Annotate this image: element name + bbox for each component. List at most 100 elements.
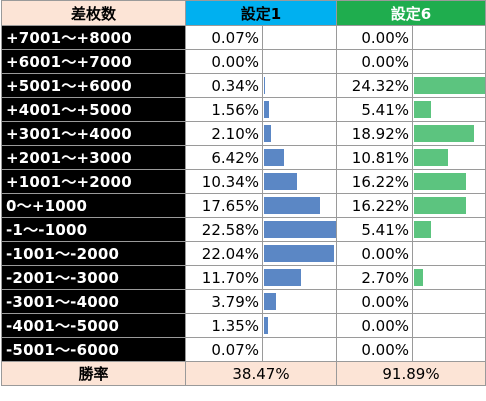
setting1-percent: 1.35% [185, 313, 263, 338]
row-range-label: +7001～+8000 [1, 25, 186, 50]
row-range-label: -1001～-2000 [1, 241, 186, 266]
setting6-percent: 2.70% [336, 265, 413, 290]
distribution-table: 差枚数 設定1 設定6 +7001～+8000 0.07% 0.00% +6001～+… [1, 0, 486, 386]
label-column-header: 差枚数 [1, 0, 186, 26]
setting1-percent: 17.65% [185, 193, 263, 218]
setting6-percent: 0.00% [336, 313, 413, 338]
setting6-bar-cell [412, 73, 486, 98]
table-row: -5001～-6000 0.07% 0.00% [1, 337, 486, 362]
row-range-label: -4001～-5000 [1, 313, 186, 338]
setting1-bar-cell [262, 337, 337, 362]
row-range-label: -2001～-3000 [1, 265, 186, 290]
setting1-bar-cell [262, 193, 337, 218]
setting6-bar-cell [412, 193, 486, 218]
setting6-percent: 0.00% [336, 241, 413, 266]
setting6-percent: 0.00% [336, 25, 413, 50]
setting6-percent: 18.92% [336, 121, 413, 146]
table-row: -3001～-4000 3.79% 0.00% [1, 289, 486, 314]
setting1-bar [264, 293, 276, 310]
table-row: -1～-1000 22.58% 5.41% [1, 217, 486, 242]
setting1-percent: 10.34% [185, 169, 263, 194]
setting6-bar [414, 149, 448, 166]
setting1-percent: 6.42% [185, 145, 263, 170]
win-rate-label: 勝率 [1, 361, 186, 386]
row-range-label: +2001～+3000 [1, 145, 186, 170]
setting1-bar-cell [262, 73, 337, 98]
setting1-bar [264, 125, 271, 142]
setting6-win-rate: 91.89% [336, 361, 486, 386]
setting1-percent: 22.58% [185, 217, 263, 242]
setting6-percent: 0.00% [336, 49, 413, 74]
setting6-bar [414, 269, 423, 286]
setting1-percent: 3.79% [185, 289, 263, 314]
setting6-bar-cell [412, 169, 486, 194]
setting1-bar [264, 245, 334, 262]
setting6-percent: 5.41% [336, 217, 413, 242]
setting1-column-header: 設定1 [185, 0, 337, 26]
setting1-bar [264, 197, 320, 214]
setting1-bar-cell [262, 169, 337, 194]
row-range-label: +1001～+2000 [1, 169, 186, 194]
setting1-percent: 0.34% [185, 73, 263, 98]
table-row: +1001～+2000 10.34% 16.22% [1, 169, 486, 194]
table-row: +2001～+3000 6.42% 10.81% [1, 145, 486, 170]
setting1-percent: 0.07% [185, 25, 263, 50]
table-row: -2001～-3000 11.70% 2.70% [1, 265, 486, 290]
setting1-bar [264, 317, 268, 334]
setting6-bar-cell [412, 217, 486, 242]
setting1-bar-cell [262, 313, 337, 338]
setting1-percent: 1.56% [185, 97, 263, 122]
win-rate-row: 勝率 38.47% 91.89% [1, 361, 486, 386]
setting6-percent: 24.32% [336, 73, 413, 98]
table-row: +5001～+6000 0.34% 24.32% [1, 73, 486, 98]
setting1-percent: 2.10% [185, 121, 263, 146]
setting1-bar [264, 221, 336, 238]
setting6-percent: 10.81% [336, 145, 413, 170]
table-row: +3001～+4000 2.10% 18.92% [1, 121, 486, 146]
row-range-label: -1～-1000 [1, 217, 186, 242]
setting1-bar [264, 269, 301, 286]
header-row: 差枚数 設定1 設定6 [1, 0, 486, 26]
setting6-bar-cell [412, 121, 486, 146]
setting6-bar-cell [412, 241, 486, 266]
table-row: -1001～-2000 22.04% 0.00% [1, 241, 486, 266]
setting6-percent: 16.22% [336, 169, 413, 194]
setting1-bar-cell [262, 217, 337, 242]
setting1-bar [264, 173, 297, 190]
row-range-label: +5001～+6000 [1, 73, 186, 98]
setting1-bar [264, 101, 269, 118]
setting1-bar [264, 149, 284, 166]
row-range-label: +4001～+5000 [1, 97, 186, 122]
table-body: +7001～+8000 0.07% 0.00% +6001～+7000 0.00% 0.0… [1, 25, 486, 362]
table-row: +4001～+5000 1.56% 5.41% [1, 97, 486, 122]
setting6-bar [414, 221, 431, 238]
setting6-bar-cell [412, 25, 486, 50]
setting6-bar-cell [412, 313, 486, 338]
setting1-percent: 0.00% [185, 49, 263, 74]
setting6-bar-cell [412, 145, 486, 170]
row-range-label: -3001～-4000 [1, 289, 186, 314]
setting6-bar [414, 173, 466, 190]
setting1-bar-cell [262, 97, 337, 122]
setting1-bar-cell [262, 25, 337, 50]
row-range-label: -5001～-6000 [1, 337, 186, 362]
setting6-percent: 0.00% [336, 337, 413, 362]
table-row: +6001～+7000 0.00% 0.00% [1, 49, 486, 74]
setting6-bar-cell [412, 337, 486, 362]
setting6-bar-cell [412, 289, 486, 314]
setting6-bar [414, 101, 431, 118]
setting6-percent: 5.41% [336, 97, 413, 122]
setting1-bar-cell [262, 289, 337, 314]
setting6-bar-cell [412, 97, 486, 122]
setting1-bar-cell [262, 265, 337, 290]
setting1-percent: 22.04% [185, 241, 263, 266]
table-row: -4001～-5000 1.35% 0.00% [1, 313, 486, 338]
setting1-bar-cell [262, 121, 337, 146]
setting6-bar [414, 77, 485, 94]
setting1-percent: 11.70% [185, 265, 263, 290]
table-row: 0～+1000 17.65% 16.22% [1, 193, 486, 218]
setting6-column-header: 設定6 [336, 0, 486, 26]
setting1-bar-cell [262, 49, 337, 74]
setting6-percent: 0.00% [336, 289, 413, 314]
setting1-bar-cell [262, 241, 337, 266]
